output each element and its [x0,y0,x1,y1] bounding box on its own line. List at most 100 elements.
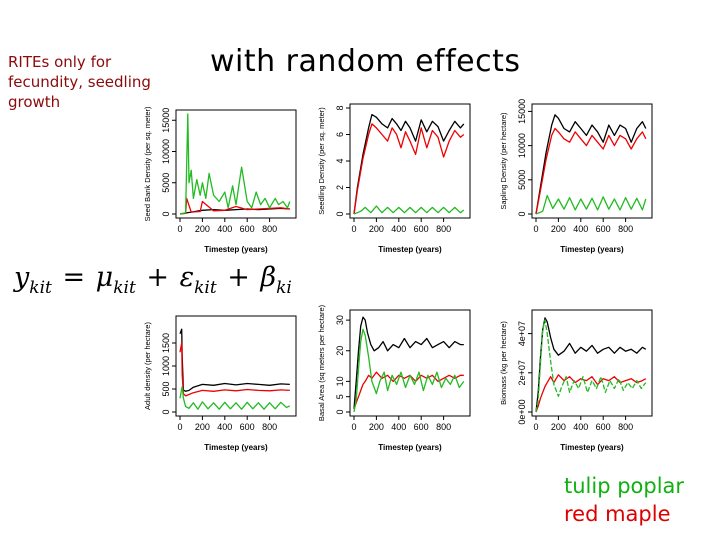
x-tick-label: 600 [414,422,429,432]
x-tick-label: 600 [596,422,611,432]
y-axis-label: Basal Area (sq meters per hectare) [317,304,326,421]
eq-plus-1: + [146,262,170,293]
y-tick-label: 5 [335,394,345,399]
y-tick-label: 1000 [161,356,171,376]
eq-epsilon: ε [179,262,195,293]
x-tick-label: 200 [369,422,384,432]
x-tick-label: 400 [391,422,406,432]
y-tick-label: 10000 [161,139,171,164]
series-line-tulip-poplar [179,386,291,410]
series-line-tulip-poplar [353,205,465,215]
y-tick-label: 15000 [517,99,527,124]
eq-y-sub: kit [29,278,52,298]
x-tick-label: 800 [262,422,277,432]
y-tick-label: 6 [335,132,345,137]
chart-sapling: 0 200 400 600 800 0 5000 10000 15000 Timestep (ye… [499,99,653,254]
plot-frame [349,103,471,219]
eq-beta-sub: ki [276,278,292,298]
x-tick-label: 600 [240,422,255,432]
series-line-total [353,113,465,215]
legend-tulip-poplar: tulip poplar [564,474,685,498]
series-line-red-maple [535,127,647,215]
y-axis-label: Biomass (kg per hectare) [499,321,508,405]
chart-seedbank: 0 200 400 600 800 0 5000 10000 15000 Timestep (ye… [143,106,297,254]
plot-frame [349,309,471,417]
plot-frame [531,103,653,219]
y-axis-label: Adult density (per hectare) [143,322,152,410]
series-line-tulip-poplar [353,328,465,413]
x-axis-label: Timestep (years) [204,443,268,452]
y-tick-label: 5000 [161,173,171,193]
x-axis-label: Timestep (years) [378,443,442,452]
plot-frame [175,109,297,219]
plot-frame [531,309,653,417]
y-tick-label: 0 [335,211,345,216]
x-tick-label: 0 [351,422,356,432]
rites-note: RITEs only for fecundity, seedling growt… [8,53,151,111]
series-line-total [535,317,647,413]
species-legend: tulip poplar red maple [564,472,684,528]
y-tick-label: 10000 [517,133,527,158]
x-tick-label: 600 [240,224,255,234]
series-line-total [535,114,647,215]
x-tick-label: 400 [217,422,232,432]
chart-seedling: 0 200 400 600 800 0 2 4 6 8 Timestep (years) Seedli… [317,103,471,254]
series-line-tulip-poplar [535,194,647,215]
y-axis-label: Seedling Density (per sq. meter) [317,107,326,215]
eq-y: y [14,262,30,293]
y-axis-label: Sapling Density (per hectare) [499,112,508,210]
x-tick-label: 400 [573,422,588,432]
x-tick-label: 200 [551,422,566,432]
x-tick-label: 600 [596,224,611,234]
legend-red-maple: red maple [564,502,671,526]
eq-equals: = [62,262,86,293]
y-tick-label: 2 [335,185,345,190]
series-line-total [353,316,464,409]
x-tick-label: 0 [177,422,182,432]
series-line-total [179,328,290,392]
y-tick-label: 0 [161,409,171,414]
y-tick-label: 0 [517,211,527,216]
x-tick-label: 200 [551,224,566,234]
plot-frame [175,315,297,417]
eq-plus-2: + [227,262,250,293]
x-tick-label: 800 [436,224,451,234]
series-line-tulip-poplar [179,113,291,215]
y-tick-label: 20 [335,346,345,356]
x-tick-label: 800 [436,422,451,432]
y-axis-label: Seed Bank Density (per sq. meter) [143,106,152,222]
series-line-red-maple [353,123,465,215]
x-tick-label: 400 [391,224,406,234]
x-tick-label: 200 [369,224,384,234]
y-tick-label: 5000 [517,170,527,190]
x-tick-label: 600 [414,224,429,234]
eq-beta: β [260,262,277,293]
y-tick-label: 15000 [161,108,171,133]
y-tick-label: 0 [335,409,345,414]
x-tick-label: 200 [195,422,210,432]
series-line-red-maple [179,342,290,397]
series-line-red-maple [353,371,464,410]
x-axis-label: Timestep (years) [560,245,624,254]
x-tick-label: 800 [262,224,277,234]
y-tick-label: 4 [335,158,345,163]
x-axis-label: Timestep (years) [560,443,624,452]
series-line-tulip-poplar [535,319,647,413]
x-tick-label: 400 [217,224,232,234]
eq-mu: μ [95,262,114,293]
y-tick-label: 8 [335,105,345,110]
x-tick-label: 0 [177,224,182,234]
eq-epsilon-sub: kit [194,278,217,298]
x-axis-label: Timestep (years) [204,245,268,254]
x-tick-label: 0 [351,224,356,234]
y-tick-label: 1500 [161,333,171,353]
x-tick-label: 800 [618,422,633,432]
y-tick-label: 10 [335,376,345,386]
y-tick-label: 30 [335,315,345,325]
y-tick-label: 500 [161,381,171,396]
x-axis-label: Timestep (years) [378,245,442,254]
chart-adult: 0 200 400 600 800 0 500 1000 1500 Timestep (years… [143,315,297,452]
x-tick-label: 0 [533,422,538,432]
x-tick-label: 400 [573,224,588,234]
